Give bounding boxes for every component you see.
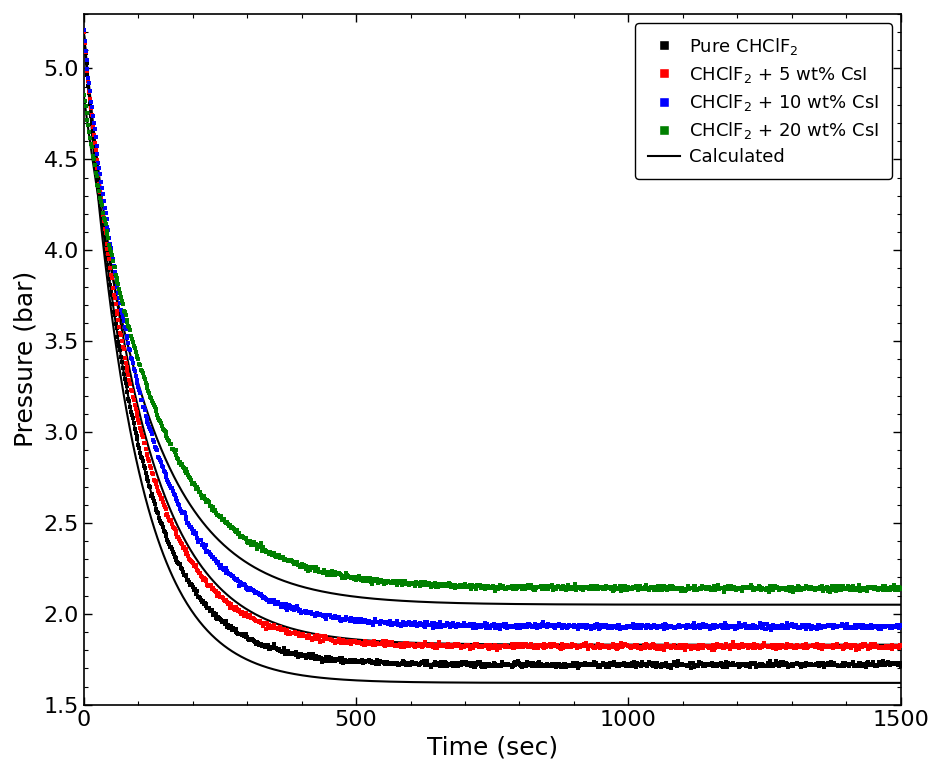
- Legend: Pure CHClF$_2$, CHClF$_2$ + 5 wt% CsI, CHClF$_2$ + 10 wt% CsI, CHClF$_2$ + 20 wt: Pure CHClF$_2$, CHClF$_2$ + 5 wt% CsI, C…: [635, 23, 892, 179]
- X-axis label: Time (sec): Time (sec): [426, 735, 558, 759]
- Y-axis label: Pressure (bar): Pressure (bar): [14, 271, 38, 448]
